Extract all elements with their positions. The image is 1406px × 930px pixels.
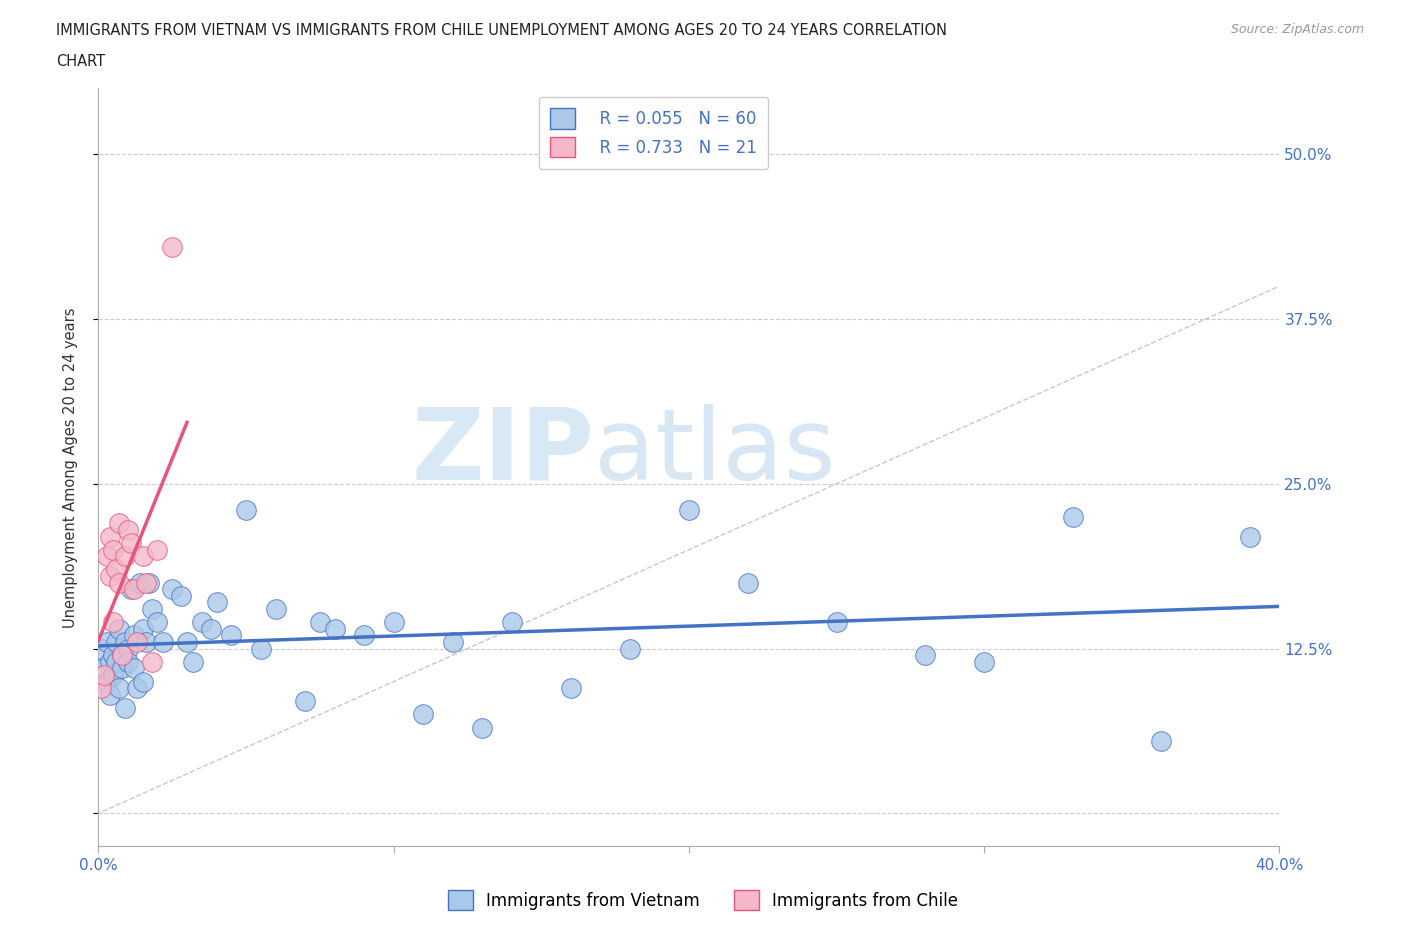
Point: [353, 628, 375, 643]
Point: [96, 674, 118, 689]
Point: [120, 582, 142, 597]
Point: [98, 687, 121, 702]
Point: [98, 655, 121, 670]
Point: [93, 661, 115, 676]
Point: [103, 615, 125, 630]
Point: [412, 707, 434, 722]
Point: [103, 668, 125, 683]
Point: [103, 647, 125, 662]
Point: [146, 542, 169, 557]
Point: [200, 621, 222, 636]
Point: [108, 576, 131, 591]
Point: [125, 681, 148, 696]
Text: atlas: atlas: [595, 404, 837, 500]
Point: [1062, 510, 1084, 525]
Point: [1239, 529, 1261, 544]
Point: [96, 634, 118, 649]
Point: [138, 576, 160, 591]
Point: [191, 615, 214, 630]
Point: [1150, 734, 1173, 749]
Point: [105, 655, 128, 670]
Point: [96, 549, 118, 564]
Point: [560, 681, 582, 696]
Point: [111, 647, 134, 662]
Point: [114, 549, 136, 564]
Point: [128, 576, 150, 591]
Point: [117, 655, 139, 670]
Point: [125, 634, 148, 649]
Point: [117, 641, 139, 656]
Point: [825, 615, 848, 630]
Point: [737, 576, 759, 591]
Point: [98, 529, 121, 544]
Point: [382, 615, 405, 630]
Point: [678, 503, 700, 518]
Point: [120, 536, 142, 551]
Point: [108, 516, 131, 531]
Point: [114, 634, 136, 649]
Point: [111, 647, 134, 662]
Point: [114, 700, 136, 715]
Point: [264, 602, 287, 617]
Point: [323, 621, 346, 636]
Legend: Immigrants from Vietnam, Immigrants from Chile: Immigrants from Vietnam, Immigrants from…: [441, 884, 965, 917]
Point: [135, 576, 157, 591]
Point: [294, 694, 316, 709]
Point: [471, 720, 494, 735]
Point: [93, 668, 115, 683]
Point: [170, 589, 193, 604]
Point: [146, 615, 169, 630]
Point: [441, 634, 464, 649]
Point: [619, 641, 641, 656]
Point: [176, 634, 198, 649]
Legend:   R = 0.055   N = 60,   R = 0.733   N = 21: R = 0.055 N = 60, R = 0.733 N = 21: [538, 97, 768, 169]
Point: [309, 615, 332, 630]
Text: Source: ZipAtlas.com: Source: ZipAtlas.com: [1230, 23, 1364, 36]
Point: [103, 542, 125, 557]
Point: [162, 582, 183, 597]
Y-axis label: Unemployment Among Ages 20 to 24 years: Unemployment Among Ages 20 to 24 years: [63, 307, 77, 628]
Point: [105, 562, 128, 577]
Point: [152, 634, 174, 649]
Point: [105, 634, 128, 649]
Point: [205, 595, 228, 610]
Point: [132, 621, 155, 636]
Point: [141, 602, 163, 617]
Point: [250, 641, 273, 656]
Point: [135, 634, 157, 649]
Point: [90, 681, 112, 696]
Point: [122, 661, 145, 676]
Point: [132, 674, 155, 689]
Point: [162, 239, 183, 254]
Point: [122, 582, 145, 597]
Point: [108, 681, 131, 696]
Point: [122, 628, 145, 643]
Point: [117, 523, 139, 538]
Point: [132, 549, 155, 564]
Point: [914, 647, 936, 662]
Point: [108, 621, 131, 636]
Point: [219, 628, 242, 643]
Point: [90, 641, 112, 656]
Text: CHART: CHART: [56, 54, 105, 69]
Point: [973, 655, 995, 670]
Point: [235, 503, 257, 518]
Point: [111, 661, 134, 676]
Text: ZIP: ZIP: [412, 404, 595, 500]
Point: [141, 655, 163, 670]
Point: [98, 568, 121, 583]
Text: IMMIGRANTS FROM VIETNAM VS IMMIGRANTS FROM CHILE UNEMPLOYMENT AMONG AGES 20 TO 2: IMMIGRANTS FROM VIETNAM VS IMMIGRANTS FR…: [56, 23, 948, 38]
Point: [501, 615, 523, 630]
Point: [181, 655, 204, 670]
